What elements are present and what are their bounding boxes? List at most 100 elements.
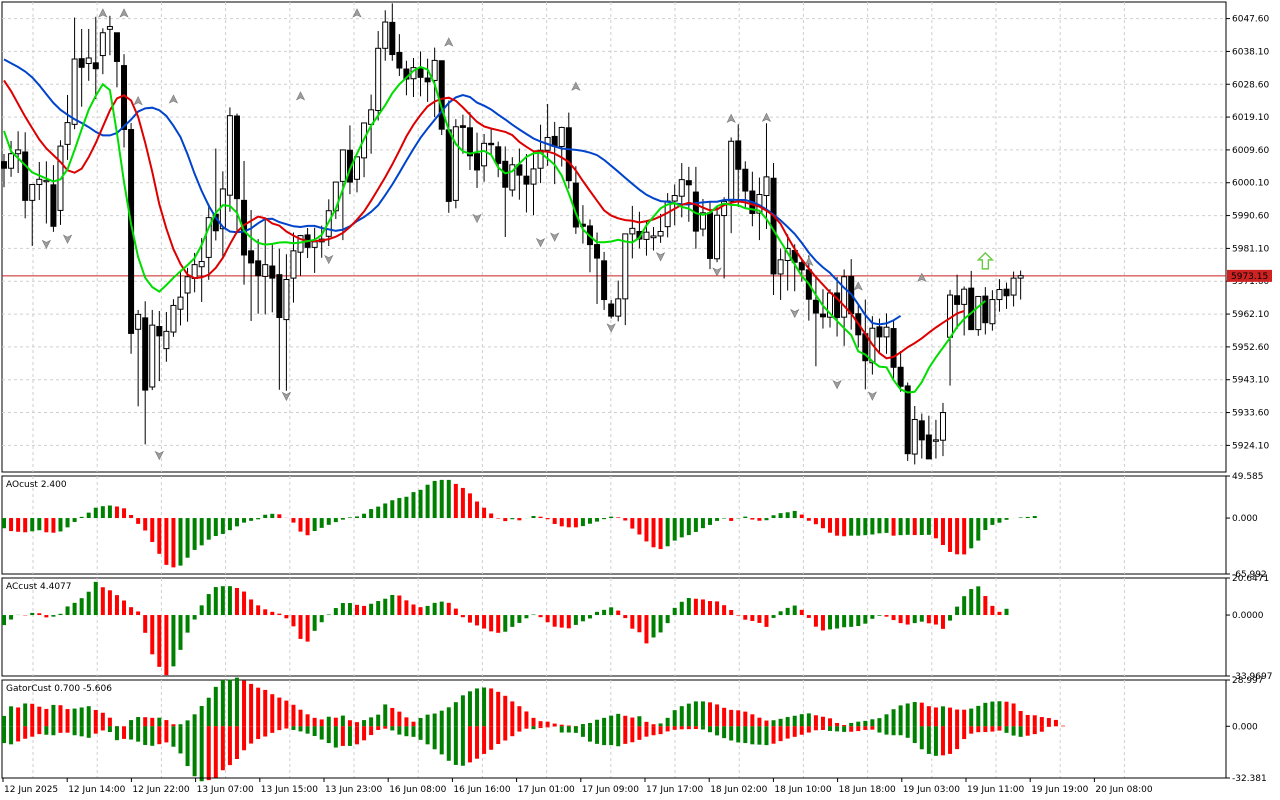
fractal-down-marker: [472, 213, 482, 224]
gator-panel[interactable]: [2, 677, 1065, 782]
candle-bull: [975, 295, 982, 331]
candle-bear: [459, 125, 466, 128]
y-tick-label: 5943.10: [1232, 376, 1269, 386]
candle-bear: [565, 127, 572, 182]
candle-bull: [375, 47, 382, 112]
candle-bear: [156, 326, 163, 337]
candle-bear: [523, 175, 530, 185]
candle-bear: [968, 287, 975, 331]
candle-bear: [925, 434, 932, 460]
x-tick-label: 16 Jun 08:00: [389, 785, 446, 795]
current-price-label: 5973.15: [1231, 272, 1268, 282]
candle-bull: [678, 179, 685, 197]
gator-y-tick-label: 0.000: [1232, 722, 1258, 732]
candle-bull: [290, 250, 297, 279]
candle-bull: [8, 153, 15, 169]
candle-bull: [629, 227, 636, 235]
candle-bull: [452, 126, 459, 201]
candle-bull: [311, 241, 318, 248]
candle-bear: [890, 328, 897, 368]
candle-bull: [170, 304, 177, 333]
ac-y-tick-label: 0.0000: [1232, 611, 1264, 621]
candle-bull: [558, 126, 565, 147]
candle-bear: [982, 295, 989, 324]
candle-bull: [106, 26, 113, 30]
candle-bull: [64, 122, 71, 145]
ao-y-tick-label: -65.992: [1232, 570, 1267, 580]
candle-bull: [43, 179, 50, 183]
candle-bear: [474, 153, 481, 171]
fractal-down-marker: [606, 323, 616, 333]
candle-bear: [346, 149, 353, 183]
candle-bear: [445, 129, 452, 202]
ao-panel[interactable]: [2, 479, 1037, 568]
fractal-up-marker: [168, 94, 179, 104]
fractal-up-marker: [804, 256, 814, 267]
ac-panel[interactable]: [2, 581, 1009, 676]
fractal-up-marker: [295, 91, 306, 101]
y-tick-label: 5952.60: [1232, 343, 1269, 353]
candle-bull: [671, 195, 678, 202]
candle-bull: [1010, 277, 1017, 296]
candle-bull: [996, 289, 1003, 301]
y-tick-label: 5971.60: [1232, 277, 1269, 287]
candle-bear: [233, 115, 240, 200]
candle-bear: [269, 265, 276, 279]
gator-y-tick-label: 28.997: [1232, 676, 1264, 686]
ac-panel-frame: [1, 577, 1227, 677]
candle-bear: [572, 182, 579, 228]
ao-y-tick-label: 0.000: [1232, 514, 1258, 524]
candle-bear: [834, 292, 841, 319]
candle-bull: [481, 142, 488, 167]
ma-red-line: [3, 79, 965, 360]
candle-bull: [763, 176, 770, 197]
x-tick-label: 12 Jun 22:00: [132, 785, 189, 795]
y-tick-label: 6000.10: [1232, 179, 1269, 189]
candle-bear: [819, 313, 826, 318]
x-tick-label: 19 Jun 11:00: [967, 785, 1024, 795]
fractal-up-marker: [133, 96, 143, 106]
candle-bull: [205, 217, 212, 258]
candle-bull: [184, 276, 191, 294]
candle-bear: [417, 67, 424, 78]
x-tick-label: 12 Jun 14:00: [68, 785, 125, 795]
x-tick-label: 16 Jun 16:00: [453, 785, 510, 795]
candle-bear: [954, 295, 961, 305]
y-tick-label: 6019.10: [1232, 113, 1269, 123]
candle-bull: [728, 140, 735, 202]
fractal-down-marker: [832, 380, 842, 390]
candle-bull: [939, 412, 946, 441]
candle-bull: [339, 149, 346, 182]
candle-bull: [721, 200, 728, 217]
candle-bear: [142, 317, 149, 391]
x-tick-label: 19 Jun 03:00: [903, 785, 960, 795]
x-tick-label: 13 Jun 15:00: [261, 785, 318, 795]
candle-bull: [36, 178, 43, 185]
candle-bull: [989, 299, 996, 325]
candle-bull: [29, 183, 36, 201]
x-tick-label: 19 Jun 19:00: [1031, 785, 1088, 795]
candle-bull: [699, 212, 706, 230]
candle-bear: [812, 299, 819, 314]
fractal-down-marker: [712, 267, 722, 277]
fractal-down-marker: [655, 252, 666, 262]
ao-label: AOcust 2.400: [6, 480, 67, 490]
fractal-up-marker: [119, 8, 129, 18]
candle-bull: [431, 59, 438, 81]
fractal-down-marker: [281, 391, 292, 402]
fractal-down-marker: [324, 254, 334, 265]
x-tick-label: 13 Jun 07:00: [197, 785, 254, 795]
price-panel[interactable]: [1, 3, 1227, 465]
fractal-down-marker: [535, 237, 546, 248]
fractal-down-marker: [41, 239, 52, 250]
ao-y-tick-label: 49.585: [1232, 472, 1264, 482]
ac-y-tick-label: 20.6471: [1232, 574, 1269, 584]
fractal-up-marker: [726, 113, 736, 124]
fractal-up-marker: [853, 281, 863, 291]
y-tick-label: 5962.10: [1232, 310, 1269, 320]
candle-bull: [99, 32, 106, 57]
candle-bull: [85, 57, 92, 65]
fractal-up-marker: [352, 8, 362, 18]
y-tick-label: 6009.60: [1232, 146, 1269, 156]
candle-bull: [777, 259, 784, 275]
